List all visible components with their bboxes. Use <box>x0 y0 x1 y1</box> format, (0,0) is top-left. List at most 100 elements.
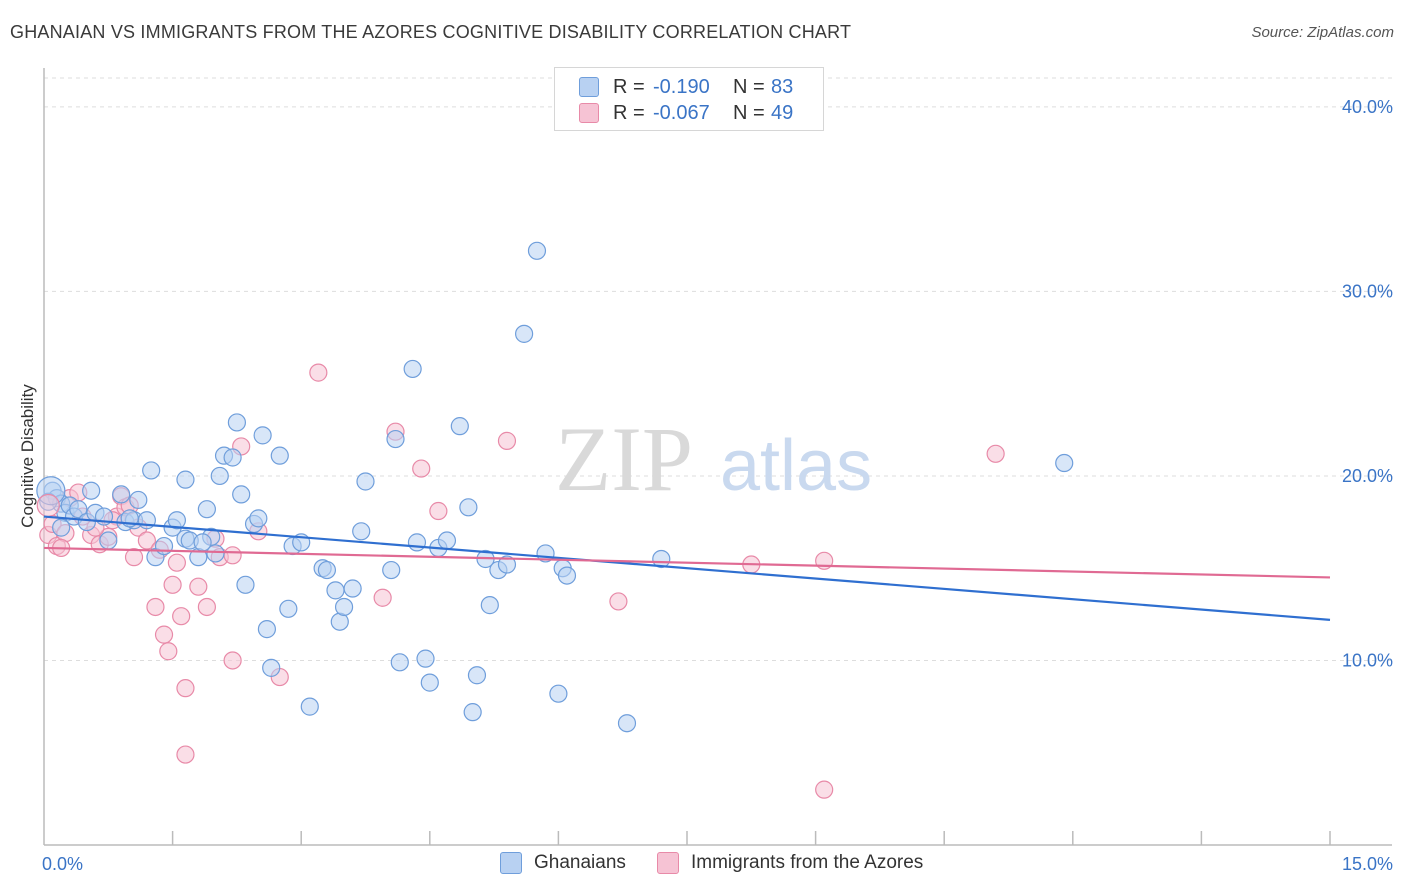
blue-swatch <box>500 852 522 874</box>
stats-legend: R = -0.190 N = 83 R = -0.067 N = 49 <box>554 67 824 131</box>
ghanaian-point <box>176 470 195 489</box>
azores-point <box>309 363 328 382</box>
r-label: R = <box>613 75 645 98</box>
ghanaian-point <box>279 599 298 618</box>
ghanaian-point <box>334 597 354 617</box>
ghanaian-point <box>52 518 71 537</box>
azores-point <box>172 607 191 626</box>
azores-point <box>197 597 216 617</box>
ghanaian-point <box>343 579 362 598</box>
ghanaian-point <box>262 658 281 677</box>
azores-point <box>36 493 60 518</box>
azores-point <box>159 642 178 661</box>
ghanaian-point <box>382 560 401 580</box>
y-tick-label: 40.0% <box>1342 97 1393 117</box>
watermark-atlas: atlas <box>720 426 872 506</box>
legend-item-label: Ghanaians <box>534 852 626 873</box>
series-legend: Ghanaians Immigrants from the Azores <box>0 852 1406 878</box>
azores-point <box>497 431 517 450</box>
ghanaian-point <box>557 566 577 585</box>
x-tick-label: 0.0% <box>42 854 83 874</box>
azores-point <box>124 548 144 567</box>
r-label: R = <box>613 101 645 124</box>
trend-lines <box>43 515 1331 621</box>
ghanaian-point <box>142 461 161 480</box>
azores-point <box>176 745 195 764</box>
ghanaian-point <box>403 359 422 379</box>
grid-lines <box>44 77 1392 661</box>
ghanaian-point <box>253 426 272 445</box>
azores-trend-line <box>43 546 1331 579</box>
ghanaian-point <box>1055 453 1074 473</box>
azores-point <box>176 679 195 698</box>
ghanaian-point <box>69 500 88 519</box>
azores-point <box>167 553 186 572</box>
azores-point <box>815 780 834 799</box>
azores-point <box>412 459 431 478</box>
ghanaian-point <box>437 531 457 550</box>
ghanaian-point <box>527 241 547 260</box>
y-tick-label: 30.0% <box>1342 281 1393 301</box>
n-value: 49 <box>771 101 794 124</box>
ghanaian-point <box>197 500 216 519</box>
azores-point <box>373 588 392 607</box>
stats-legend-row-azores: R = -0.067 N = 49 <box>579 100 793 126</box>
watermark-zip: ZIP <box>555 408 693 510</box>
ghanaian-point <box>167 511 186 530</box>
azores-point <box>146 597 165 617</box>
r-value: -0.190 <box>653 75 710 98</box>
stats-legend-row-ghanaians: R = -0.190 N = 83 <box>579 74 793 100</box>
ghanaian-point <box>450 417 469 436</box>
ghanaian-point <box>386 429 405 449</box>
ghanaian-point <box>390 653 409 672</box>
pink-swatch <box>657 852 679 874</box>
azores-point <box>986 444 1005 463</box>
ghanaian-point <box>317 560 337 580</box>
ghanaian-point <box>270 446 289 465</box>
ghanaian-point <box>223 448 242 467</box>
ghanaian-point <box>129 490 148 510</box>
ghanaian-point <box>617 714 637 733</box>
azores-point <box>223 546 242 565</box>
ghanaian-point <box>236 575 255 594</box>
y-tick-label: 10.0% <box>1342 650 1393 670</box>
ghanaian-point <box>467 666 487 685</box>
azores-point <box>429 501 448 521</box>
ghanaian-point <box>232 485 251 504</box>
ghanaian-point <box>416 649 435 668</box>
legend-item-ghanaians[interactable]: Ghanaians <box>500 852 626 874</box>
azores-point <box>163 575 182 594</box>
ghanaian-trend-line <box>43 515 1331 621</box>
azores-point <box>223 651 242 670</box>
ghanaian-point <box>497 555 517 574</box>
r-value: -0.067 <box>653 101 710 124</box>
ghanaian-point <box>257 620 277 639</box>
ghanaian-point <box>249 509 268 528</box>
ghanaian-point <box>549 684 568 703</box>
y-tick-label: 20.0% <box>1342 466 1393 486</box>
tick-labels: 10.0% 20.0% 30.0% 40.0% 0.0% 15.0% <box>42 97 1393 874</box>
ghanaian-point <box>459 498 478 517</box>
azores-point <box>609 592 628 611</box>
legend-item-label: Immigrants from the Azores <box>691 852 924 873</box>
ghanaian-point <box>227 413 246 432</box>
azores-point <box>189 577 208 596</box>
legend-item-azores[interactable]: Immigrants from the Azores <box>657 852 923 874</box>
n-label: N = <box>733 75 765 98</box>
ghanaian-point <box>300 697 319 716</box>
ghanaian-point <box>326 581 345 600</box>
pink-swatch <box>579 103 599 123</box>
ghanaian-point <box>463 703 482 722</box>
blue-swatch <box>579 77 599 97</box>
axes <box>43 68 1392 846</box>
ghanaian-point <box>206 544 225 563</box>
x-tick-label: 15.0% <box>1342 854 1393 874</box>
ghanaian-point <box>420 673 439 692</box>
ghanaian-point <box>352 522 371 541</box>
ghanaian-point <box>210 466 229 486</box>
ghanaian-point <box>407 533 427 552</box>
ghanaian-point <box>82 481 101 500</box>
azores-point <box>137 531 156 550</box>
ghanaian-point <box>480 596 499 615</box>
